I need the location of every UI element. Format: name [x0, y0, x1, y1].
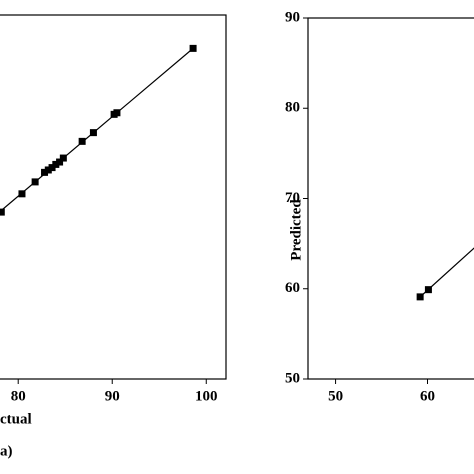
data-point	[31, 178, 39, 186]
y-axis-label: Predicted	[288, 199, 304, 261]
x-axis-label: ctual	[0, 411, 32, 427]
x-tick-label: 80	[11, 388, 26, 404]
data-point	[0, 208, 5, 216]
data-point	[41, 168, 49, 176]
y-tick-label: 50	[285, 370, 300, 386]
x-tick-label: 60	[420, 388, 435, 404]
data-point	[52, 160, 60, 168]
data-point	[18, 190, 26, 198]
data-point	[113, 109, 121, 117]
x-tick-label: 100	[195, 388, 218, 404]
y-tick-label: 60	[285, 280, 300, 296]
data-point	[416, 293, 424, 301]
data-point	[56, 158, 64, 166]
y-tick-label: 80	[285, 100, 300, 116]
data-point	[89, 129, 97, 137]
plot-frame	[307, 17, 474, 380]
data-point	[48, 164, 56, 172]
data-point	[424, 286, 432, 294]
plot-frame	[0, 14, 227, 380]
data-point	[44, 166, 52, 174]
x-tick-label: 90	[105, 388, 120, 404]
y-tick-label: 90	[285, 9, 300, 25]
x-tick-label: 50	[328, 388, 343, 404]
data-point	[78, 137, 86, 145]
data-point	[59, 154, 67, 162]
y-tick-label: 70	[285, 190, 300, 206]
data-point	[189, 44, 197, 52]
panel-label: a)	[0, 443, 13, 459]
